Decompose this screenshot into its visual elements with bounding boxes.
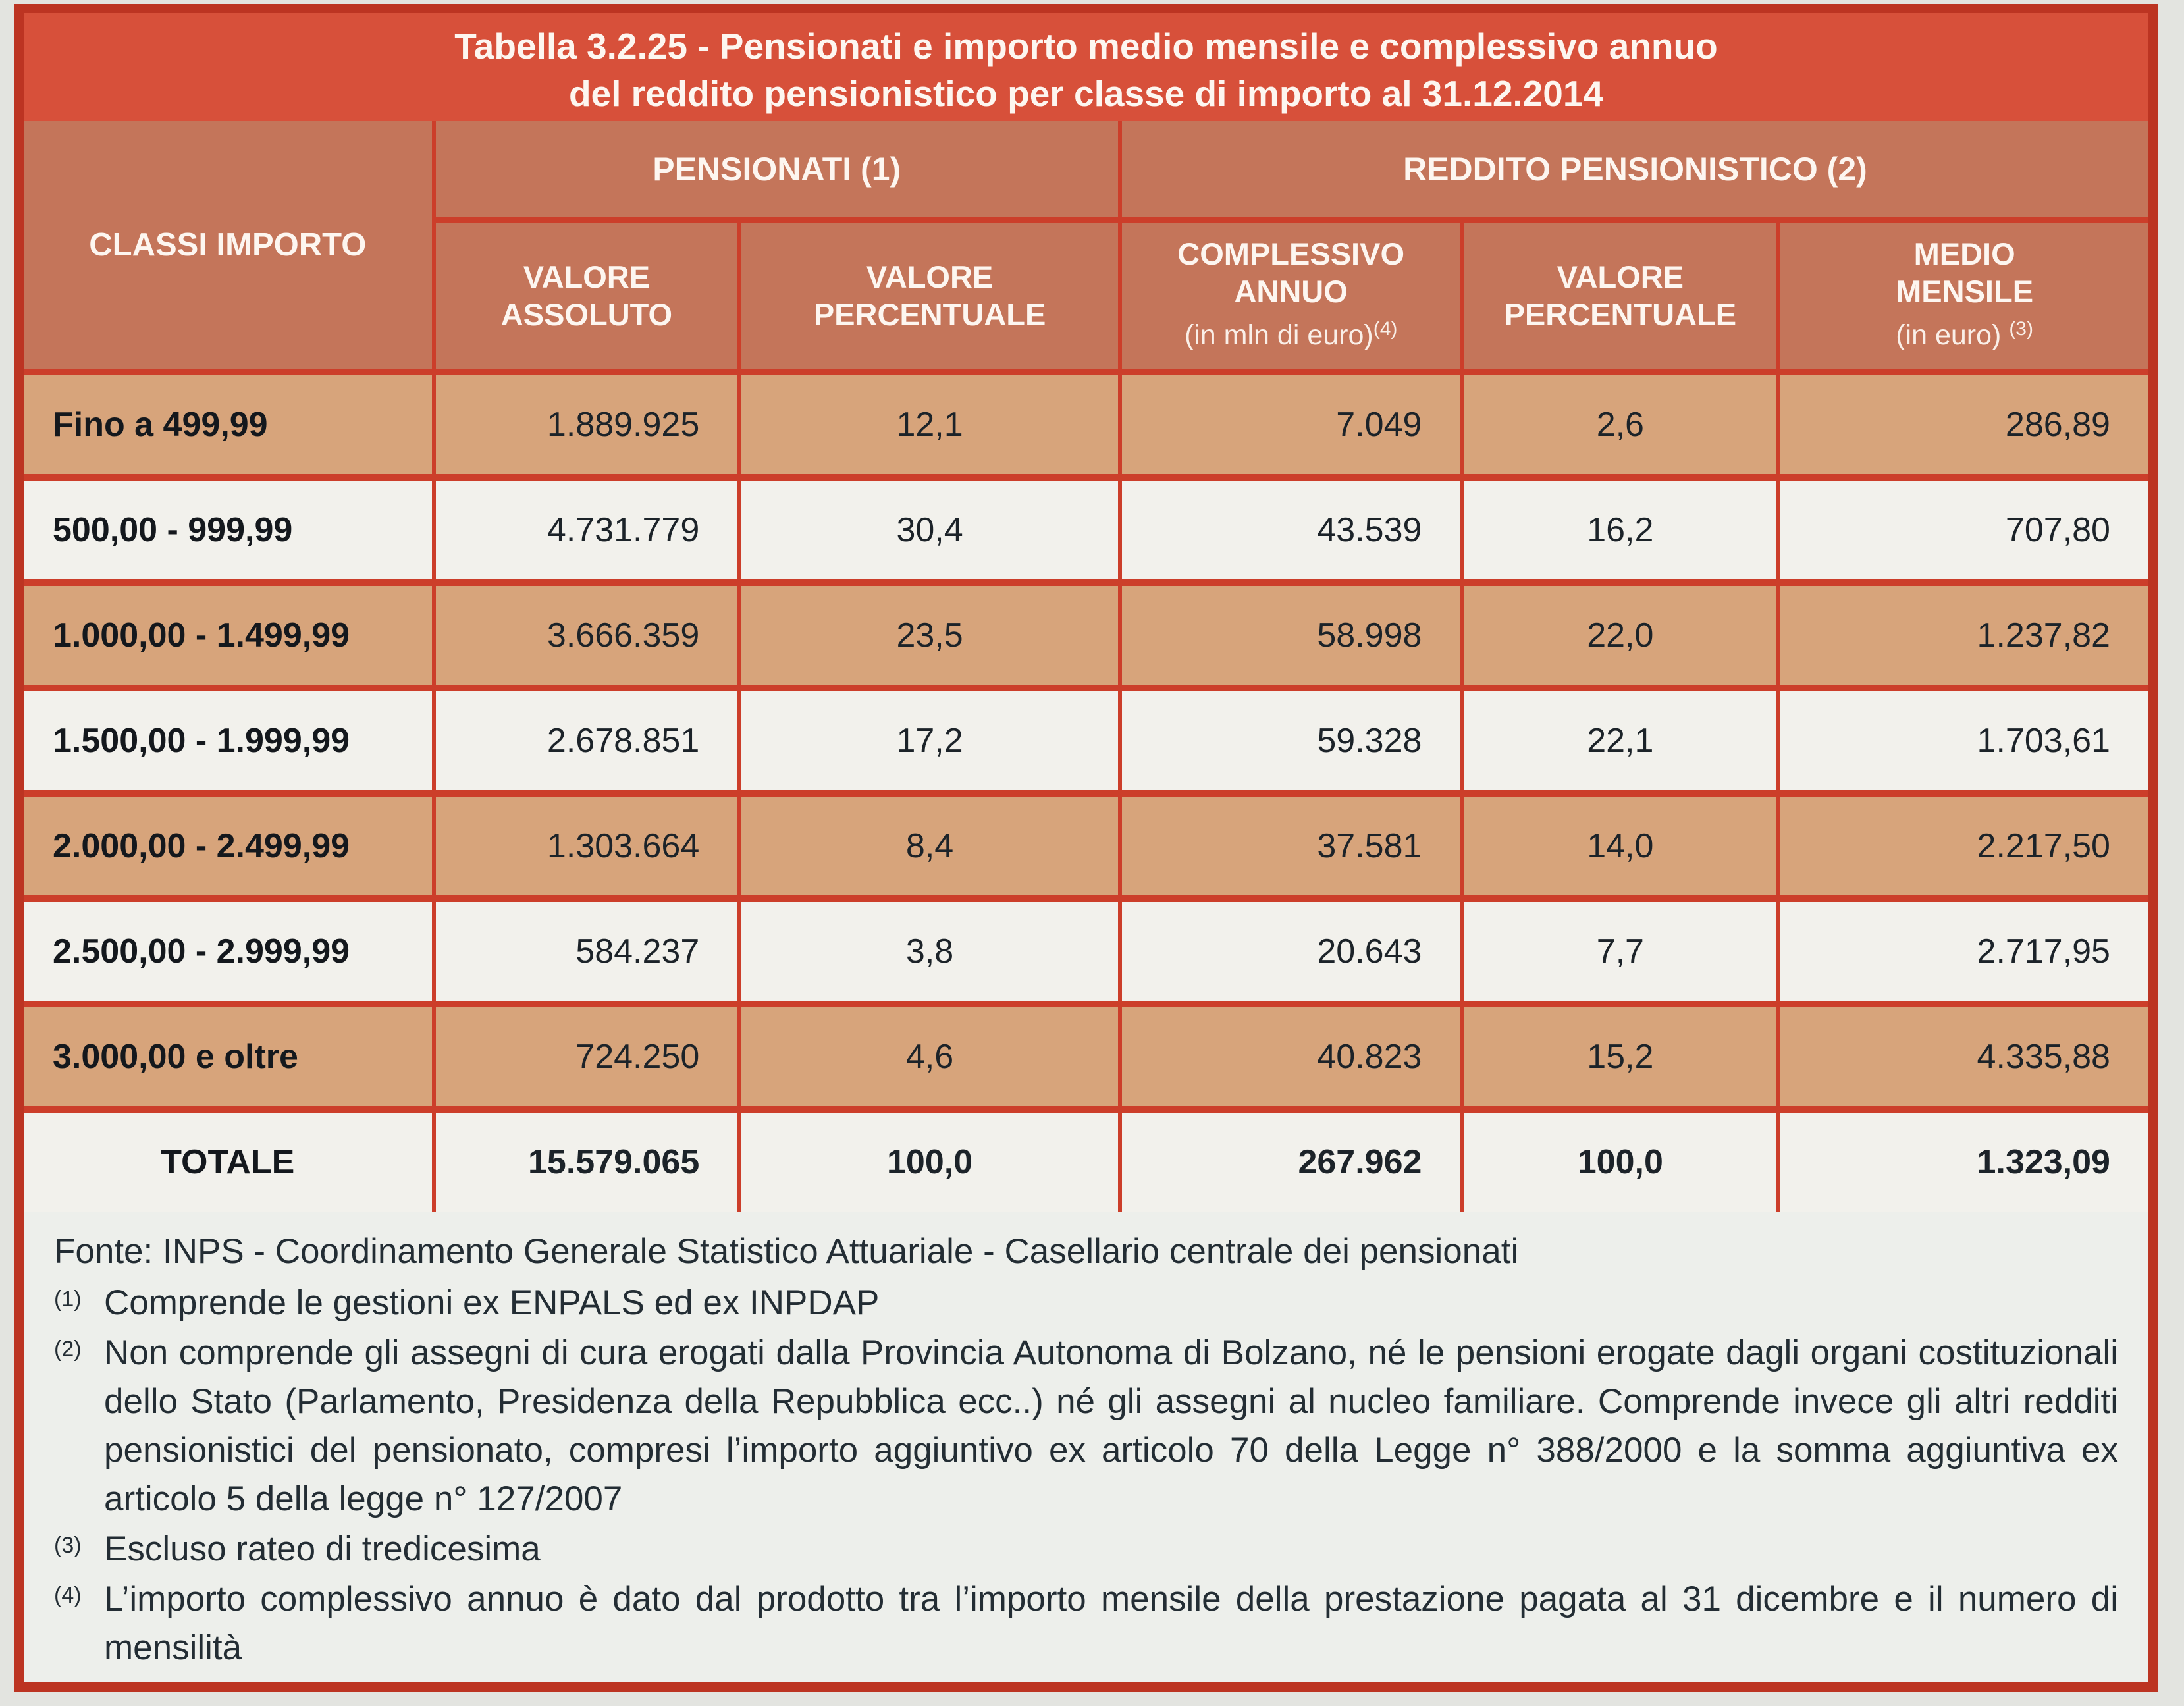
total-reddito-percentuale: 100,0 — [1460, 1113, 1776, 1212]
cell-classe-importo: Fino a 499,99 — [53, 406, 268, 444]
cell-reddito-percentuale: 22,0 — [1460, 586, 1776, 685]
header-complessivo-annuo-unit: (in mln di euro)(4) — [1185, 317, 1397, 357]
footnote-ref-4: (4) — [1373, 317, 1398, 340]
cell-valore-assoluto: 1.303.664 — [431, 797, 738, 895]
table-header: CLASSI IMPORTO PENSIONATI (1) REDDITO PE… — [24, 121, 2148, 369]
cell-classe-importo: 1.500,00 - 1.999,99 — [53, 722, 350, 760]
cell-valore-percentuale: 4,6 — [737, 1007, 1118, 1106]
footnote-3: (3) Escluso rateo di tredicesima — [54, 1525, 2118, 1574]
cell-valore-assoluto: 1.889.925 — [431, 375, 738, 474]
table-row-1: Fino a 499,99 1.889.925 12,1 7.049 2,6 2… — [24, 369, 2148, 474]
cell-classe-importo: 3.000,00 e oltre — [53, 1038, 298, 1076]
table-row-3: 1.000,00 - 1.499,99 3.666.359 23,5 58.99… — [24, 579, 2148, 685]
header-medio-mensile-label: MEDIO MENSILE — [1896, 236, 2034, 309]
cell-valore-percentuale: 12,1 — [737, 375, 1118, 474]
header-complessivo-annuo: COMPLESSIVO ANNUO (in mln di euro)(4) — [1117, 217, 1460, 369]
cell-reddito-percentuale: 14,0 — [1460, 797, 1776, 895]
cell-reddito-percentuale: 15,2 — [1460, 1007, 1776, 1106]
cell-valore-assoluto: 4.731.779 — [431, 481, 738, 579]
header-medio-mensile-unit: (in euro) (3) — [1896, 317, 2033, 357]
table-title: Tabella 3.2.25 - Pensionati e importo me… — [24, 13, 2148, 121]
cell-medio-mensile: 286,89 — [1776, 375, 2148, 474]
cell-valore-assoluto: 3.666.359 — [431, 586, 738, 685]
footnote-ref-3: (3) — [2009, 317, 2033, 340]
title-line-1: Tabella 3.2.25 - Pensionati e importo me… — [454, 26, 1718, 67]
cell-classe-importo: 500,00 - 999,99 — [53, 511, 293, 549]
total-complessivo-annuo: 267.962 — [1117, 1113, 1460, 1212]
header-valore-assoluto: VALORE ASSOLUTO — [431, 217, 738, 369]
cell-medio-mensile: 1.237,82 — [1776, 586, 2148, 685]
footnote-4: (4) L’importo complessivo annuo è dato d… — [54, 1575, 2118, 1672]
cell-valore-assoluto: 584.237 — [431, 902, 738, 1001]
cell-reddito-percentuale: 22,1 — [1460, 691, 1776, 790]
total-medio-mensile: 1.323,09 — [1776, 1113, 2148, 1212]
cell-classe-importo: 1.000,00 - 1.499,99 — [53, 616, 350, 654]
cell-complessivo-annuo: 59.328 — [1117, 691, 1460, 790]
cell-complessivo-annuo: 40.823 — [1117, 1007, 1460, 1106]
cell-valore-percentuale: 17,2 — [737, 691, 1118, 790]
cell-classe-importo: 2.500,00 - 2.999,99 — [53, 932, 350, 971]
cell-medio-mensile: 2.217,50 — [1776, 797, 2148, 895]
table-row-2: 500,00 - 999,99 4.731.779 30,4 43.539 16… — [24, 474, 2148, 579]
cell-complessivo-annuo: 58.998 — [1117, 586, 1460, 685]
header-valore-percentuale-pensionati: VALORE PERCENTUALE — [737, 217, 1118, 369]
footnote-2: (2) Non comprende gli assegni di cura er… — [54, 1329, 2118, 1524]
cell-valore-percentuale: 8,4 — [737, 797, 1118, 895]
cell-medio-mensile: 1.703,61 — [1776, 691, 2148, 790]
cell-reddito-percentuale: 2,6 — [1460, 375, 1776, 474]
cell-complessivo-annuo: 7.049 — [1117, 375, 1460, 474]
table-footer: Fonte: INPS - Coordinamento Generale Sta… — [24, 1212, 2148, 1682]
total-valore-assoluto: 15.579.065 — [431, 1113, 738, 1212]
cell-medio-mensile: 707,80 — [1776, 481, 2148, 579]
header-valore-percentuale-reddito-label: VALORE PERCENTUALE — [1504, 259, 1737, 332]
source-line: Fonte: INPS - Coordinamento Generale Sta… — [54, 1232, 1519, 1271]
footnote-3-marker: (3) — [54, 1533, 82, 1558]
header-pensionati-group: PENSIONATI (1) — [431, 121, 1118, 217]
footnote-1-text: Comprende le gestioni ex ENPALS ed ex IN… — [104, 1283, 880, 1322]
cell-reddito-percentuale: 16,2 — [1460, 481, 1776, 579]
table-row-4: 1.500,00 - 1.999,99 2.678.851 17,2 59.32… — [24, 685, 2148, 790]
cell-valore-percentuale: 23,5 — [737, 586, 1118, 685]
cell-valore-assoluto: 2.678.851 — [431, 691, 738, 790]
cell-classe-importo: 2.000,00 - 2.499,99 — [53, 827, 350, 865]
footnote-2-text: Non comprende gli assegni di cura erogat… — [104, 1333, 2118, 1518]
cell-valore-assoluto: 724.250 — [431, 1007, 738, 1106]
cell-complessivo-annuo: 20.643 — [1117, 902, 1460, 1001]
cell-complessivo-annuo: 43.539 — [1117, 481, 1460, 579]
header-valore-percentuale-pensionati-label: VALORE PERCENTUALE — [813, 259, 1046, 332]
cell-medio-mensile: 4.335,88 — [1776, 1007, 2148, 1106]
footnote-1: (1) Comprende le gestioni ex ENPALS ed e… — [54, 1279, 2118, 1327]
title-line-2: del reddito pensionistico per classe di … — [568, 73, 1604, 114]
cell-valore-percentuale: 3,8 — [737, 902, 1118, 1001]
header-valore-assoluto-label: VALORE ASSOLUTO — [500, 259, 673, 332]
footnote-3-text: Escluso rateo di tredicesima — [104, 1530, 541, 1568]
table-row-5: 2.000,00 - 2.499,99 1.303.664 8,4 37.581… — [24, 790, 2148, 895]
header-complessivo-annuo-label: COMPLESSIVO ANNUO — [1177, 236, 1405, 309]
cell-valore-percentuale: 30,4 — [737, 481, 1118, 579]
footnote-2-marker: (2) — [54, 1337, 82, 1362]
footnote-4-marker: (4) — [54, 1583, 82, 1608]
complessivo-unit-text: (in mln di euro) — [1184, 319, 1373, 351]
header-classi-importo: CLASSI IMPORTO — [89, 227, 367, 263]
medio-unit-text: (in euro) — [1896, 319, 2002, 351]
cell-complessivo-annuo: 37.581 — [1117, 797, 1460, 895]
total-label: TOTALE — [161, 1143, 295, 1181]
footnote-1-marker: (1) — [54, 1287, 82, 1312]
header-reddito-group: REDDITO PENSIONISTICO (2) — [1117, 121, 2148, 217]
cell-reddito-percentuale: 7,7 — [1460, 902, 1776, 1001]
table-total-row: TOTALE 15.579.065 100,0 267.962 100,0 1.… — [24, 1106, 2148, 1212]
header-medio-mensile: MEDIO MENSILE (in euro) (3) — [1776, 217, 2148, 369]
footnote-4-text: L’importo complessivo annuo è dato dal p… — [104, 1580, 2118, 1667]
table-row-7: 3.000,00 e oltre 724.250 4,6 40.823 15,2… — [24, 1001, 2148, 1106]
total-valore-percentuale: 100,0 — [737, 1113, 1118, 1212]
pension-table: Tabella 3.2.25 - Pensionati e importo me… — [14, 4, 2158, 1692]
header-valore-percentuale-reddito: VALORE PERCENTUALE — [1460, 217, 1777, 369]
table-row-6: 2.500,00 - 2.999,99 584.237 3,8 20.643 7… — [24, 895, 2148, 1001]
cell-medio-mensile: 2.717,95 — [1776, 902, 2148, 1001]
